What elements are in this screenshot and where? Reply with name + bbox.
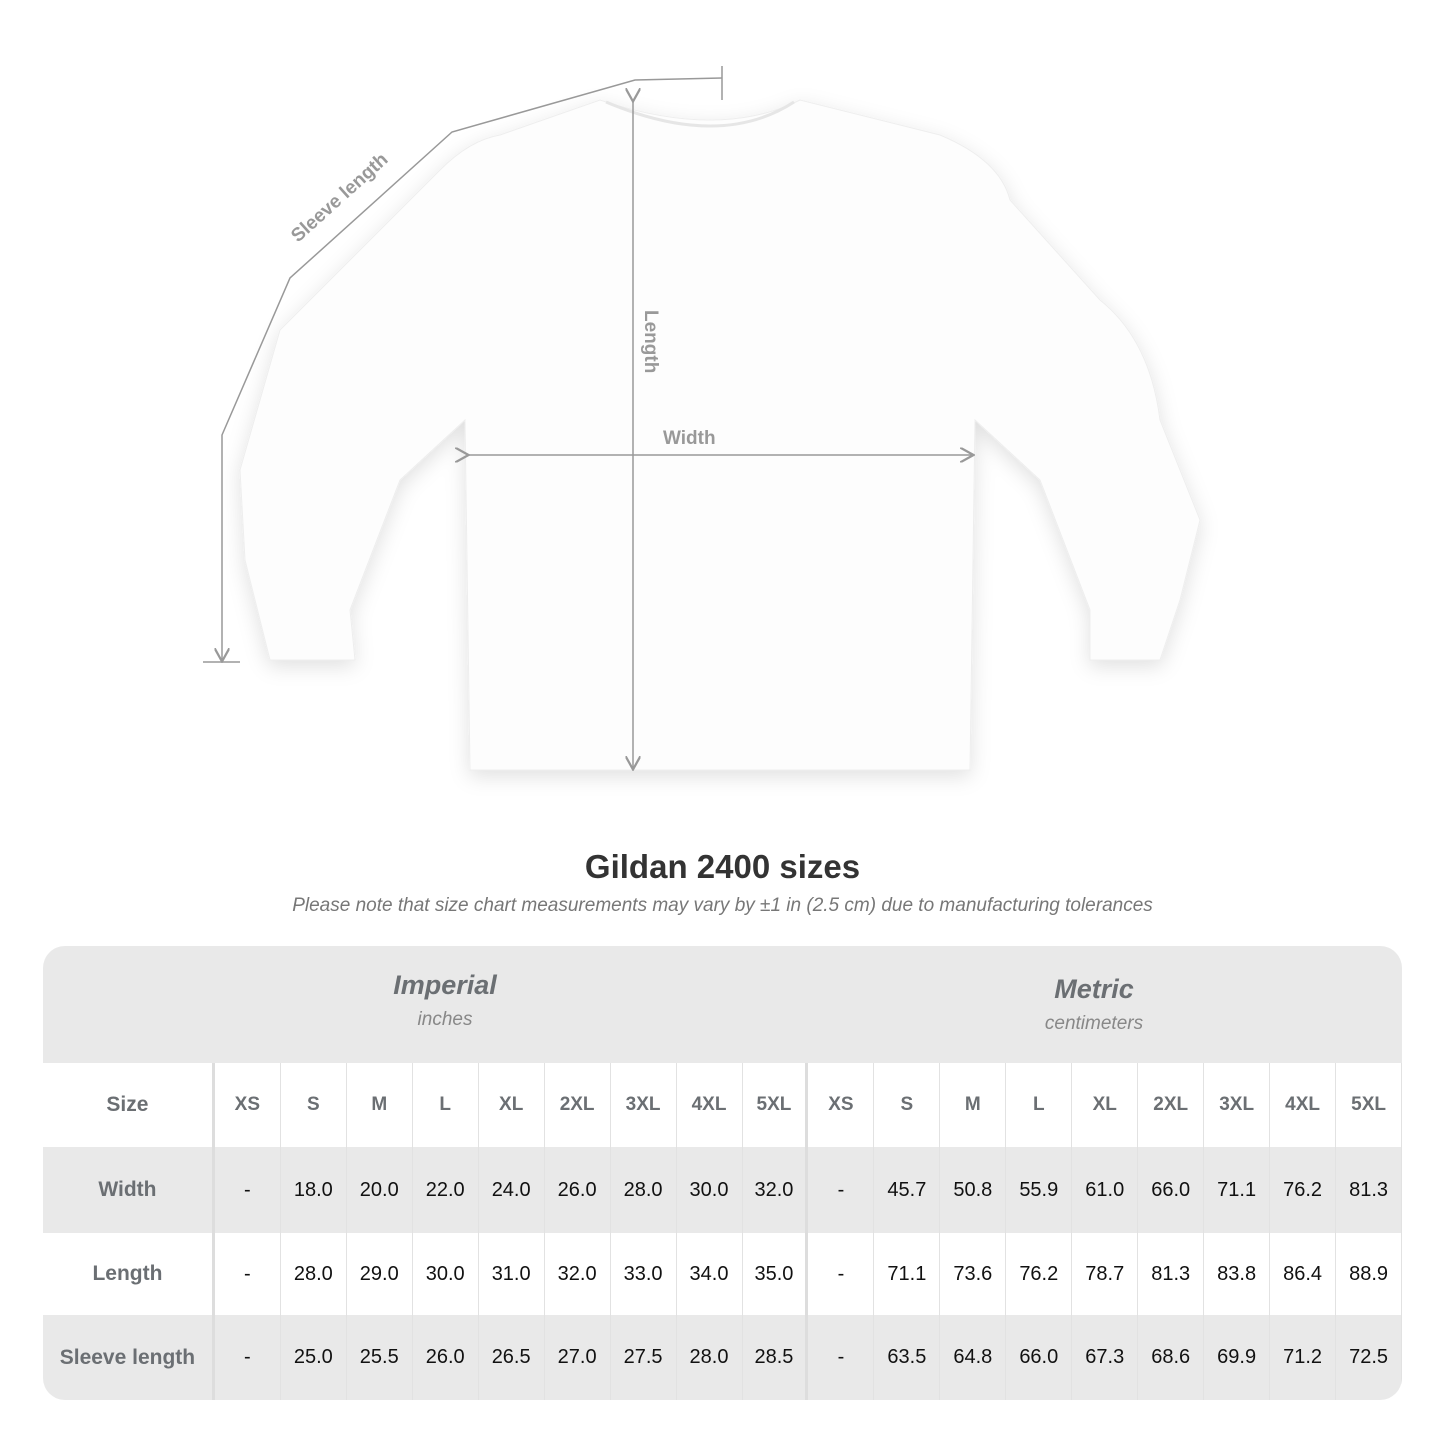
- metric-size-header: 4XL: [1270, 1063, 1337, 1147]
- size-row: Size XS S M L XL 2XL 3XL 4XL 5XL XS S M L XL 2XL 3XL 4XL 5…: [43, 1063, 1402, 1147]
- imperial-value-cell: -: [215, 1315, 281, 1400]
- imperial-value-cell: 26.0: [545, 1147, 611, 1233]
- imperial-value-cell: 34.0: [677, 1233, 743, 1315]
- table-row: Length -28.0 29.0 30.0 31.0 32.0 33.0 34.0 35.0-…: [43, 1233, 1402, 1315]
- imperial-size-header: L: [413, 1063, 479, 1147]
- imperial-value-cell: 26.0: [413, 1315, 479, 1400]
- row-label: Sleeve length: [43, 1315, 215, 1400]
- width-label: Width: [663, 428, 716, 449]
- imperial-value-cell: 29.0: [347, 1233, 413, 1315]
- metric-value-cell: 64.8: [940, 1315, 1007, 1400]
- imperial-value-cell: 27.0: [545, 1315, 611, 1400]
- imperial-value-cell: 32.0: [743, 1147, 809, 1233]
- metric-value-cell: 71.1: [874, 1233, 941, 1315]
- imperial-value-cell: 32.0: [545, 1233, 611, 1315]
- metric-value-cell: -: [808, 1147, 875, 1233]
- imperial-value-cell: 31.0: [479, 1233, 545, 1315]
- shirt-diagram: Sleeve length Length Width: [203, 66, 1201, 820]
- metric-value-cell: 68.6: [1138, 1315, 1205, 1400]
- metric-header: Metric centimeters: [1044, 974, 1144, 1034]
- metric-value-cell: 66.0: [1006, 1315, 1073, 1400]
- metric-value-cell: 45.7: [874, 1147, 941, 1233]
- metric-size-header: 5XL: [1336, 1063, 1402, 1147]
- metric-value-cell: 81.3: [1336, 1147, 1402, 1233]
- imperial-value-cell: 25.0: [281, 1315, 347, 1400]
- metric-value-cell: 72.5: [1336, 1315, 1402, 1400]
- imperial-value-cell: 35.0: [743, 1233, 809, 1315]
- imperial-value-cell: -: [215, 1147, 281, 1233]
- metric-value-cell: -: [808, 1233, 875, 1315]
- metric-value-cell: 50.8: [940, 1147, 1007, 1233]
- imperial-value-cell: 28.0: [281, 1233, 347, 1315]
- imperial-header: Imperial inches: [393, 970, 497, 1030]
- metric-value-cell: 71.1: [1204, 1147, 1271, 1233]
- metric-value-cell: 76.2: [1006, 1233, 1073, 1315]
- metric-value-cell: 61.0: [1072, 1147, 1139, 1233]
- imperial-size-header: 5XL: [743, 1063, 809, 1147]
- metric-size-header: S: [874, 1063, 941, 1147]
- imperial-value-cell: 20.0: [347, 1147, 413, 1233]
- imperial-value-cell: 22.0: [413, 1147, 479, 1233]
- imperial-value-cell: 30.0: [677, 1147, 743, 1233]
- imperial-size-header: 4XL: [677, 1063, 743, 1147]
- metric-value-cell: 83.8: [1204, 1233, 1271, 1315]
- metric-value-cell: 78.7: [1072, 1233, 1139, 1315]
- metric-size-header: 3XL: [1204, 1063, 1271, 1147]
- metric-value-cell: 67.3: [1072, 1315, 1139, 1400]
- length-label: Length: [640, 310, 661, 373]
- metric-size-header: XS: [808, 1063, 875, 1147]
- imperial-value-cell: -: [215, 1233, 281, 1315]
- metric-value-cell: 71.2: [1270, 1315, 1337, 1400]
- imperial-value-cell: 24.0: [479, 1147, 545, 1233]
- metric-size-header: L: [1006, 1063, 1073, 1147]
- table-header: Imperial inches Metric centimeters: [43, 946, 1402, 1063]
- metric-value-cell: 69.9: [1204, 1315, 1271, 1400]
- imperial-size-header: XS: [215, 1063, 281, 1147]
- metric-value-cell: 66.0: [1138, 1147, 1205, 1233]
- imperial-value-cell: 28.5: [743, 1315, 809, 1400]
- size-header: Size: [43, 1063, 215, 1147]
- imperial-size-header: S: [281, 1063, 347, 1147]
- metric-size-header: 2XL: [1138, 1063, 1205, 1147]
- metric-value-cell: 81.3: [1138, 1233, 1205, 1315]
- imperial-size-header: XL: [479, 1063, 545, 1147]
- imperial-value-cell: 33.0: [611, 1233, 677, 1315]
- tolerance-note: Please note that size chart measurements…: [292, 895, 1153, 916]
- imperial-value-cell: 27.5: [611, 1315, 677, 1400]
- imperial-value-cell: 28.0: [677, 1315, 743, 1400]
- metric-value-cell: 86.4: [1270, 1233, 1337, 1315]
- imperial-value-cell: 30.0: [413, 1233, 479, 1315]
- metric-value-cell: 73.6: [940, 1233, 1007, 1315]
- metric-value-cell: 88.9: [1336, 1233, 1402, 1315]
- sleeve-length-measure: [203, 66, 723, 662]
- size-table: Imperial inches Metric centimeters Size X…: [43, 946, 1402, 1400]
- metric-size-header: M: [940, 1063, 1007, 1147]
- metric-value-cell: 63.5: [874, 1315, 941, 1400]
- page-title: Gildan 2400 sizes: [584, 848, 861, 885]
- imperial-value-cell: 26.5: [479, 1315, 545, 1400]
- metric-value-cell: 76.2: [1270, 1147, 1337, 1233]
- imperial-value-cell: 18.0: [281, 1147, 347, 1233]
- shirt-shape: [239, 99, 1201, 771]
- metric-size-header: XL: [1072, 1063, 1139, 1147]
- imperial-value-cell: 25.5: [347, 1315, 413, 1400]
- metric-value-cell: -: [808, 1315, 875, 1400]
- row-label: Length: [43, 1233, 215, 1315]
- metric-value-cell: 55.9: [1006, 1147, 1073, 1233]
- imperial-value-cell: 28.0: [611, 1147, 677, 1233]
- row-label: Width: [43, 1147, 215, 1233]
- table-row: Width -18.0 20.0 22.0 24.0 26.0 28.0 30.0 32.0-4…: [43, 1147, 1402, 1233]
- imperial-size-header: 2XL: [545, 1063, 611, 1147]
- imperial-size-header: M: [347, 1063, 413, 1147]
- table-row: Sleeve length -25.0 25.5 26.0 26.5 27.0 27.5 28…: [43, 1315, 1402, 1400]
- imperial-size-header: 3XL: [611, 1063, 677, 1147]
